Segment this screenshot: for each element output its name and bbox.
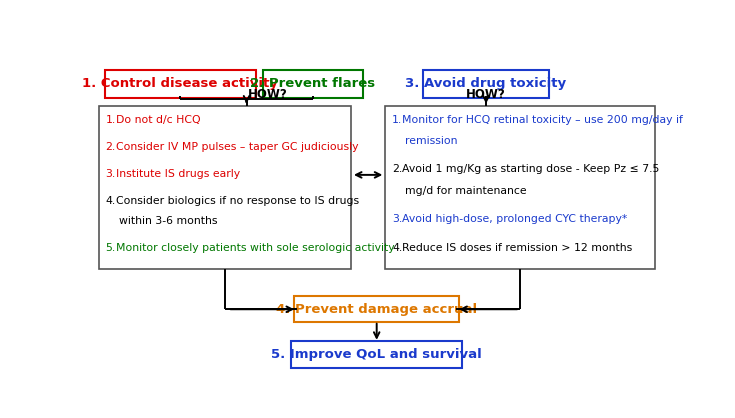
- Text: Avoid 1 mg/Kg as starting dose - Keep Pz ≤ 7.5: Avoid 1 mg/Kg as starting dose - Keep Pz…: [402, 164, 660, 174]
- Text: 4. Prevent damage accrual: 4. Prevent damage accrual: [276, 303, 477, 316]
- Text: Reduce IS doses if remission > 12 months: Reduce IS doses if remission > 12 months: [402, 242, 633, 252]
- Text: Monitor closely patients with sole serologic activity: Monitor closely patients with sole serol…: [116, 243, 395, 253]
- Text: Consider biologics if no response to IS drugs: Consider biologics if no response to IS …: [116, 196, 359, 206]
- FancyBboxPatch shape: [263, 70, 363, 98]
- FancyBboxPatch shape: [291, 341, 462, 367]
- Text: 1.: 1.: [106, 115, 116, 125]
- Text: 4.: 4.: [392, 242, 402, 252]
- Text: 5.: 5.: [106, 243, 116, 253]
- FancyBboxPatch shape: [104, 70, 256, 98]
- Text: 1.: 1.: [392, 115, 402, 125]
- Text: 1. Control disease activity: 1. Control disease activity: [82, 77, 278, 90]
- Text: 3.: 3.: [392, 214, 402, 224]
- Text: Do not d/c HCQ: Do not d/c HCQ: [116, 115, 201, 125]
- Text: mg/d for maintenance: mg/d for maintenance: [405, 186, 527, 196]
- Text: Avoid high-dose, prolonged CYC therapy*: Avoid high-dose, prolonged CYC therapy*: [402, 214, 628, 224]
- Text: Monitor for HCQ retinal toxicity – use 200 mg/day if: Monitor for HCQ retinal toxicity – use 2…: [402, 115, 684, 125]
- Text: Consider IV MP pulses – taper GC judiciously: Consider IV MP pulses – taper GC judicio…: [116, 142, 358, 152]
- FancyBboxPatch shape: [98, 107, 351, 269]
- Text: 4.: 4.: [106, 196, 116, 206]
- Text: 2.: 2.: [106, 142, 116, 152]
- Text: Institute IS drugs early: Institute IS drugs early: [116, 168, 240, 178]
- FancyBboxPatch shape: [385, 107, 655, 269]
- FancyBboxPatch shape: [294, 296, 459, 322]
- Text: within 3-6 months: within 3-6 months: [118, 217, 217, 227]
- Text: HOW?: HOW?: [466, 88, 506, 101]
- Text: 2. Prevent flares: 2. Prevent flares: [251, 77, 376, 90]
- Text: 3. Avoid drug toxicity: 3. Avoid drug toxicity: [406, 77, 567, 90]
- Text: 2.: 2.: [392, 164, 402, 174]
- Text: remission: remission: [405, 136, 458, 146]
- FancyBboxPatch shape: [423, 70, 549, 98]
- Text: 3.: 3.: [106, 168, 116, 178]
- Text: HOW?: HOW?: [248, 88, 287, 101]
- Text: 5. Improve QoL and survival: 5. Improve QoL and survival: [271, 348, 482, 361]
